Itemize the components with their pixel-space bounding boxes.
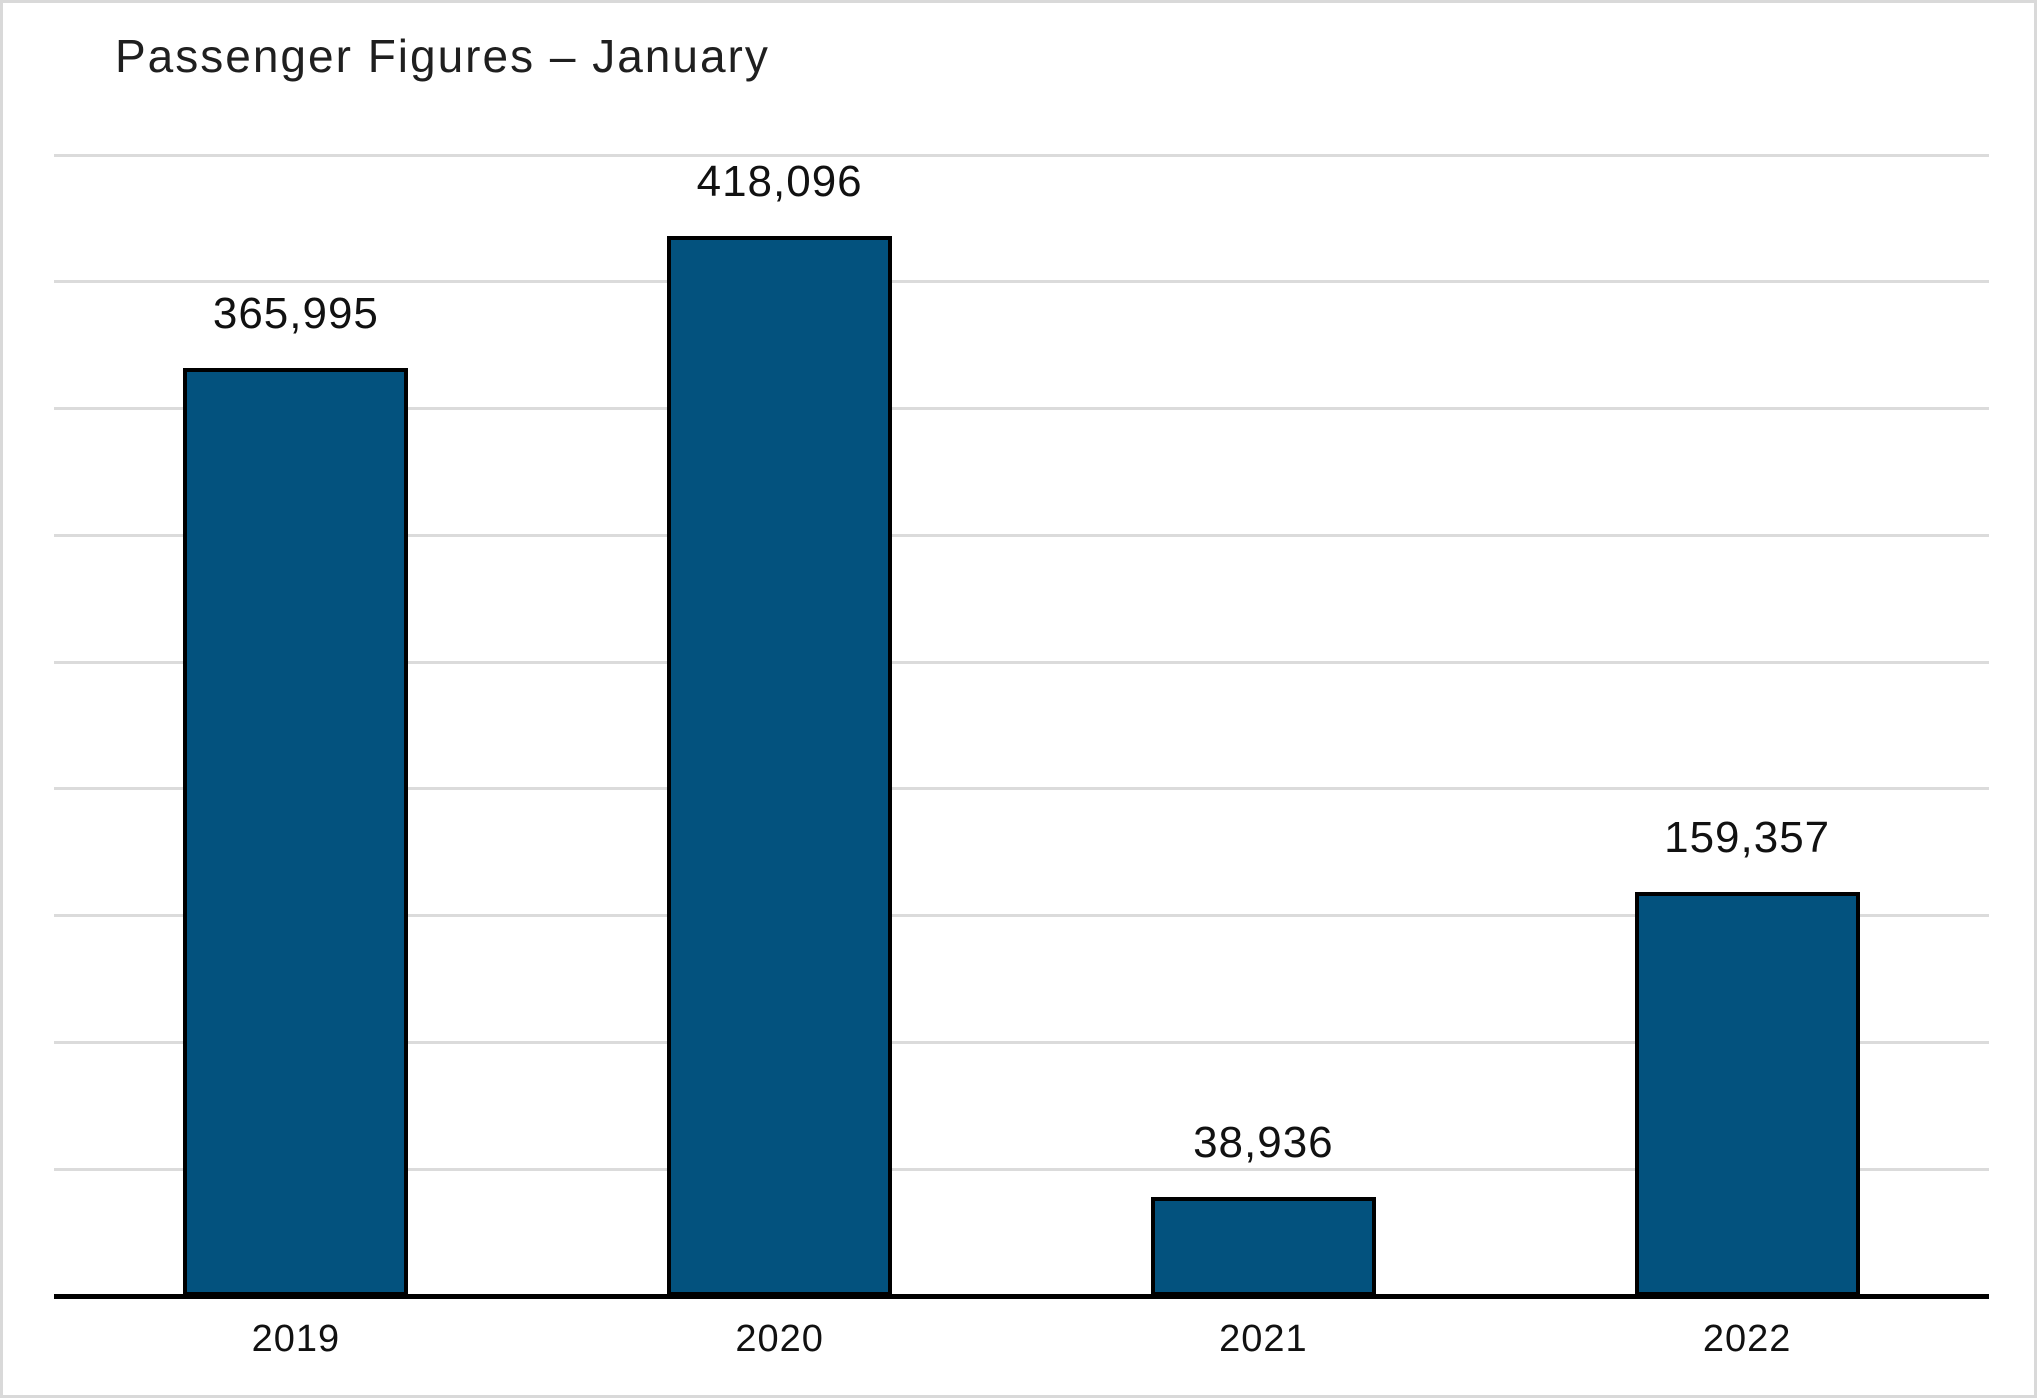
bar-2022	[1634, 891, 1860, 1296]
gridline-50000	[54, 1167, 1989, 1171]
gridline-450000	[54, 153, 1989, 157]
bar-2019	[183, 367, 409, 1296]
x-axis-line	[54, 1293, 1989, 1299]
x-axis-label-2021: 2021	[1219, 1318, 1308, 1360]
gridline-150000	[54, 914, 1989, 918]
bar-value-label-2019: 365,995	[212, 288, 379, 338]
bar-value-label-2020: 418,096	[696, 156, 863, 206]
x-axis-label-2019: 2019	[251, 1318, 341, 1360]
x-axis-label-2022: 2022	[1702, 1318, 1792, 1360]
gridline-350000	[54, 407, 1989, 411]
gridline-200000	[54, 787, 1989, 791]
gridline-300000	[54, 533, 1989, 537]
bar-value-label-2022: 159,357	[1664, 812, 1831, 862]
plot-area: 365,995 2019 418,096 2020 38,936 2021 159,357 2…	[3, 3, 2034, 1395]
chart-title: Passenger Figures – January	[115, 30, 770, 82]
bar-2020	[667, 235, 893, 1296]
gridline-250000	[54, 660, 1989, 664]
x-axis-label-2020: 2020	[735, 1318, 824, 1360]
bar-value-label-2021: 38,936	[1193, 1118, 1334, 1168]
gridline-100000	[54, 1040, 1989, 1044]
gridline-400000	[54, 280, 1989, 284]
bar-2021	[1150, 1197, 1376, 1296]
